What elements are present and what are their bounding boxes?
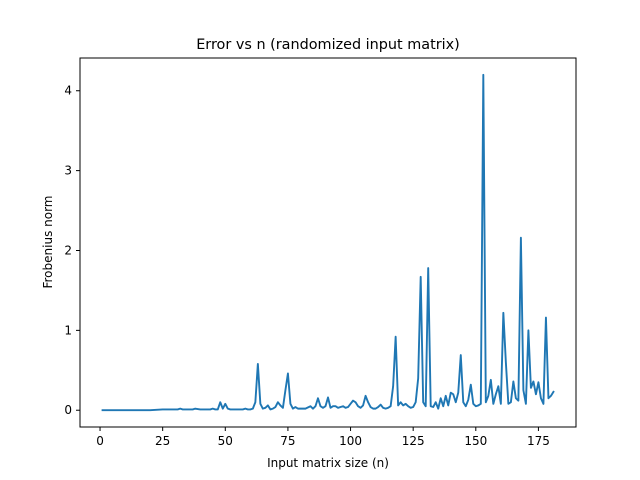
y-tick-label: 4 — [64, 84, 72, 98]
y-axis-label: Frobenius norm — [41, 195, 55, 288]
y-tick-label: 1 — [64, 323, 72, 337]
y-tick-label: 2 — [64, 243, 72, 257]
x-tick-label: 75 — [280, 434, 295, 448]
x-axis-ticks: 0 25 50 75 100 125 150 175 — [96, 427, 550, 448]
x-tick-label: 25 — [155, 434, 170, 448]
y-axis-ticks: 0 1 2 3 4 — [64, 84, 80, 417]
y-tick-label: 3 — [64, 164, 72, 178]
x-tick-label: 100 — [339, 434, 362, 448]
x-tick-label: 175 — [527, 434, 550, 448]
x-tick-label: 0 — [96, 434, 104, 448]
x-tick-label: 50 — [218, 434, 233, 448]
x-axis-label: Input matrix size (n) — [267, 456, 389, 470]
y-tick-label: 0 — [64, 403, 72, 417]
x-tick-label: 150 — [464, 434, 487, 448]
x-tick-label: 125 — [402, 434, 425, 448]
plot-frame — [79, 57, 577, 428]
chart-title: Error vs n (randomized input matrix) — [196, 37, 460, 53]
series-line — [101, 73, 555, 412]
